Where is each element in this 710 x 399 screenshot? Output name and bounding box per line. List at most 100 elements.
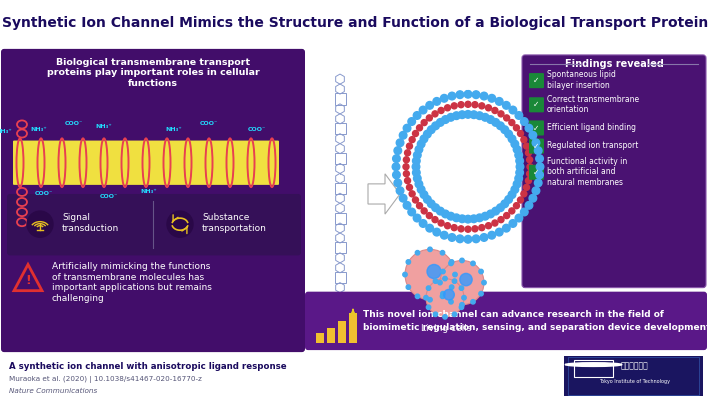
Bar <box>338 321 346 343</box>
Circle shape <box>408 118 415 125</box>
Circle shape <box>406 285 410 289</box>
Circle shape <box>486 105 491 111</box>
Circle shape <box>399 131 407 139</box>
Circle shape <box>471 261 475 266</box>
Circle shape <box>448 234 456 241</box>
Circle shape <box>413 151 421 159</box>
Circle shape <box>428 298 432 302</box>
Circle shape <box>441 269 445 274</box>
Circle shape <box>536 171 543 179</box>
Circle shape <box>428 247 432 252</box>
Circle shape <box>459 111 466 119</box>
Circle shape <box>509 106 517 114</box>
Circle shape <box>492 220 498 226</box>
Circle shape <box>413 197 418 203</box>
Circle shape <box>501 126 508 134</box>
Circle shape <box>415 180 422 188</box>
Circle shape <box>525 178 532 184</box>
Circle shape <box>492 119 499 126</box>
Circle shape <box>509 120 515 126</box>
Text: ✓: ✓ <box>533 100 540 109</box>
Circle shape <box>440 251 444 255</box>
Circle shape <box>536 163 544 171</box>
Circle shape <box>503 115 510 121</box>
Text: 東京工業大学: 東京工業大学 <box>620 361 648 370</box>
Text: COO⁻: COO⁻ <box>100 194 119 200</box>
Circle shape <box>470 111 478 119</box>
Circle shape <box>448 92 456 100</box>
Circle shape <box>465 226 471 232</box>
Text: Regulated ion transport: Regulated ion transport <box>547 141 638 150</box>
Circle shape <box>532 139 540 146</box>
Circle shape <box>515 151 523 159</box>
Text: Artificially mimicking the functions
of transmembrane molecules has
important ap: Artificially mimicking the functions of … <box>52 263 212 303</box>
Circle shape <box>27 211 53 237</box>
Circle shape <box>513 146 521 153</box>
Text: Spontaneous lipid
bilayer insertion: Spontaneous lipid bilayer insertion <box>547 70 616 90</box>
Circle shape <box>520 118 528 125</box>
FancyBboxPatch shape <box>529 165 544 180</box>
Bar <box>327 328 335 343</box>
Circle shape <box>520 208 528 216</box>
Circle shape <box>527 157 532 163</box>
Circle shape <box>488 231 496 239</box>
Circle shape <box>393 171 400 179</box>
Circle shape <box>503 213 510 219</box>
Circle shape <box>487 116 494 123</box>
FancyBboxPatch shape <box>529 73 544 88</box>
Circle shape <box>479 269 484 274</box>
Text: COO⁻: COO⁻ <box>65 121 83 126</box>
FancyBboxPatch shape <box>529 97 544 113</box>
Text: Signal: Signal <box>62 213 90 221</box>
Circle shape <box>523 143 530 149</box>
Circle shape <box>443 315 447 319</box>
FancyBboxPatch shape <box>305 292 707 350</box>
Circle shape <box>394 147 402 154</box>
Circle shape <box>449 261 453 266</box>
Circle shape <box>535 179 542 187</box>
Circle shape <box>406 260 410 264</box>
Circle shape <box>417 186 425 193</box>
Circle shape <box>427 126 435 134</box>
Circle shape <box>449 285 454 289</box>
Text: NH₃⁺: NH₃⁺ <box>165 127 182 132</box>
Text: ✓: ✓ <box>533 168 540 177</box>
Circle shape <box>394 179 402 187</box>
Circle shape <box>479 291 484 296</box>
Circle shape <box>451 103 457 109</box>
Circle shape <box>424 196 431 203</box>
Circle shape <box>488 95 496 102</box>
Circle shape <box>511 140 518 148</box>
Polygon shape <box>368 174 400 214</box>
Text: Living cells: Living cells <box>421 324 471 334</box>
Circle shape <box>433 98 441 105</box>
Circle shape <box>447 212 454 220</box>
Circle shape <box>452 279 457 283</box>
Text: Efficient ligand binding: Efficient ligand binding <box>547 123 636 132</box>
Circle shape <box>472 102 478 108</box>
Circle shape <box>440 294 444 298</box>
Circle shape <box>453 273 457 277</box>
Text: This novel ion channel can advance research in the field of: This novel ion channel can advance resea… <box>363 310 664 319</box>
Circle shape <box>426 213 432 219</box>
Circle shape <box>403 157 410 163</box>
Circle shape <box>515 175 523 182</box>
Circle shape <box>486 223 491 229</box>
Circle shape <box>449 260 454 264</box>
Circle shape <box>426 305 431 310</box>
Circle shape <box>464 91 472 98</box>
Circle shape <box>459 286 464 290</box>
Circle shape <box>442 116 449 123</box>
Circle shape <box>523 184 530 190</box>
Circle shape <box>498 217 504 223</box>
Circle shape <box>465 101 471 107</box>
Circle shape <box>420 106 427 114</box>
Circle shape <box>451 225 457 231</box>
Circle shape <box>433 312 437 316</box>
Circle shape <box>480 92 488 100</box>
Text: Muraoka et al. (2020) | 10.1038/s41467-020-16770-z: Muraoka et al. (2020) | 10.1038/s41467-0… <box>9 376 202 383</box>
Circle shape <box>415 251 420 255</box>
Circle shape <box>508 191 516 198</box>
Circle shape <box>413 163 420 171</box>
Circle shape <box>503 224 510 232</box>
